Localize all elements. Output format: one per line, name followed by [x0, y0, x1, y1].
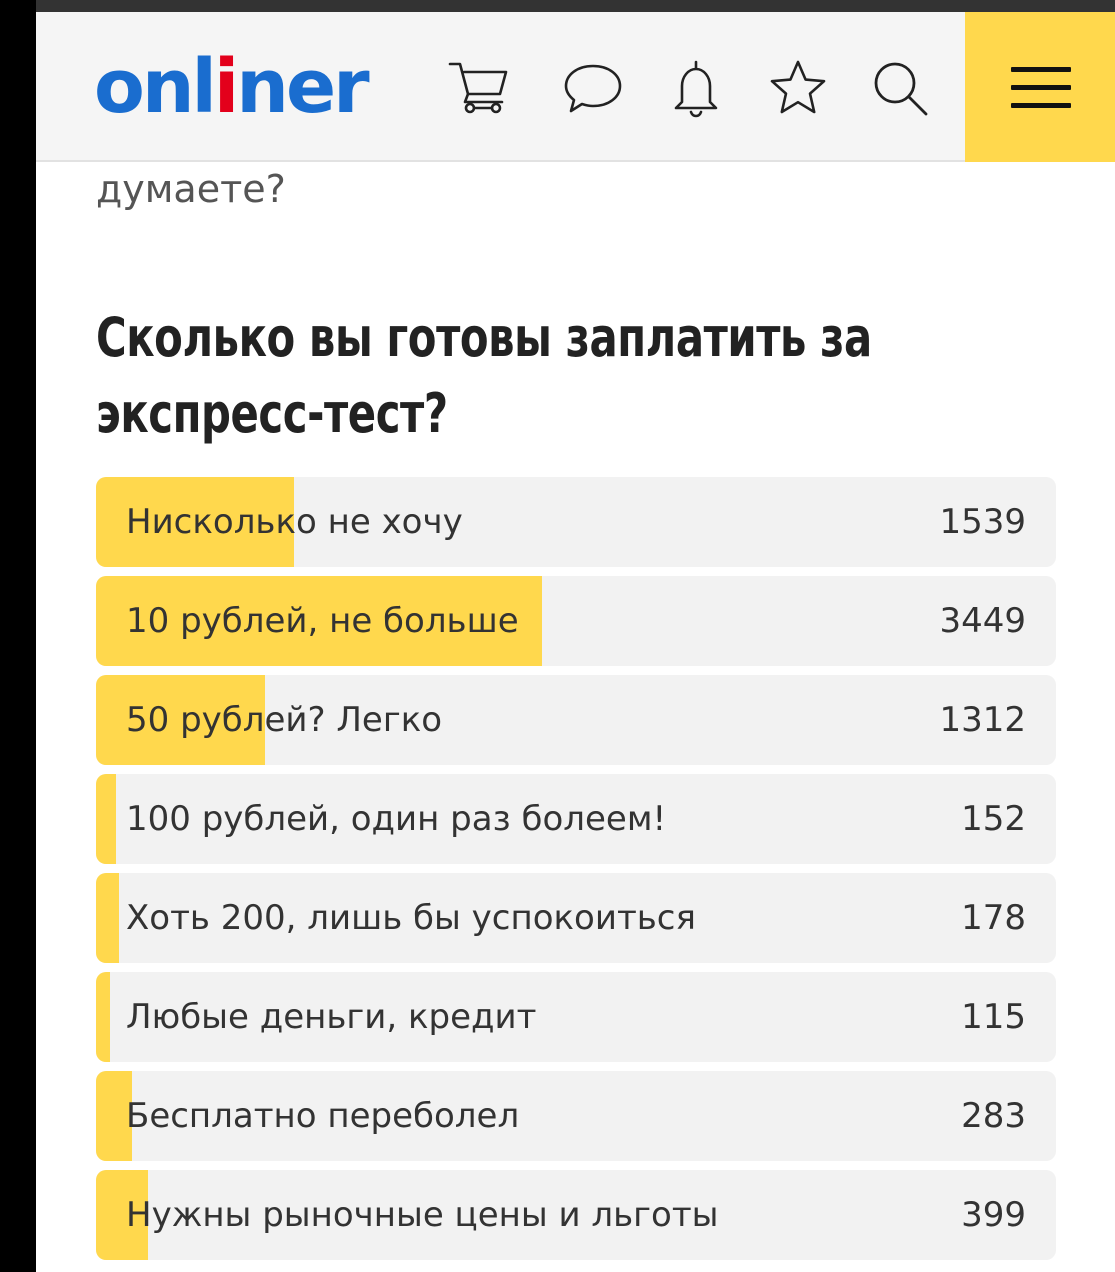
onliner-logo[interactable]: onliner [94, 44, 370, 130]
poll-option-label: Бесплатно переболел [126, 1096, 520, 1136]
poll-option-count: 1539 [939, 502, 1026, 542]
poll-option-bar [96, 972, 111, 1062]
poll-option[interactable]: Хоть 200, лишь бы успокоиться 178 [96, 873, 1056, 963]
poll-option[interactable]: Бесплатно переболел 283 [96, 1071, 1056, 1161]
poll-option[interactable]: 10 рублей, не больше 3449 [96, 576, 1056, 666]
bell-icon[interactable] [664, 56, 728, 120]
poll-option-bar [96, 675, 265, 765]
previous-paragraph-text: думаете? [96, 167, 286, 211]
poll-option-label: 50 рублей? Легко [126, 700, 443, 740]
poll-option-bar [96, 1170, 148, 1260]
poll-option[interactable]: Нужны рыночные цены и льготы 399 [96, 1170, 1056, 1260]
poll-option-bar [96, 774, 117, 864]
poll-option-label: Нужны рыночные цены и льготы [126, 1195, 719, 1235]
poll-option-label: Хоть 200, лишь бы успокоиться [126, 898, 696, 938]
menu-button[interactable] [965, 12, 1115, 162]
poll-option-count: 152 [961, 799, 1026, 839]
page: onliner [36, 12, 1115, 1272]
star-icon[interactable] [766, 56, 830, 120]
poll-option-label: 100 рублей, один раз болеем! [126, 799, 667, 839]
poll-option-count: 178 [961, 898, 1026, 938]
poll-option[interactable]: Нисколько не хочу 1539 [96, 477, 1056, 567]
poll-option-bar [96, 873, 120, 963]
cart-icon[interactable] [446, 56, 510, 120]
site-header: onliner [36, 12, 1115, 162]
poll-option-count: 1312 [939, 700, 1026, 740]
poll-option-bar [96, 1071, 133, 1161]
menu-icon [1011, 67, 1071, 72]
poll-option[interactable]: 100 рублей, один раз болеем! 152 [96, 774, 1056, 864]
poll-option[interactable]: Любые деньги, кредит 115 [96, 972, 1056, 1062]
poll-option-label: 10 рублей, не больше [126, 601, 519, 641]
poll-option-bar [96, 477, 294, 567]
poll-option-label: Нисколько не хочу [126, 502, 463, 542]
poll-option-count: 399 [961, 1195, 1026, 1235]
poll-option-bar [96, 576, 543, 666]
search-icon[interactable] [868, 56, 932, 120]
poll-option-label: Любые деньги, кредит [126, 997, 537, 1037]
status-bar [36, 0, 1115, 12]
poll-option-count: 283 [961, 1096, 1026, 1136]
chat-icon[interactable] [561, 56, 625, 120]
poll-option-count: 115 [961, 997, 1026, 1037]
poll-option[interactable]: 50 рублей? Легко 1312 [96, 675, 1056, 765]
poll-option-count: 3449 [939, 601, 1026, 641]
poll-question: Сколько вы готовы заплатить за экспресс-… [96, 306, 872, 445]
